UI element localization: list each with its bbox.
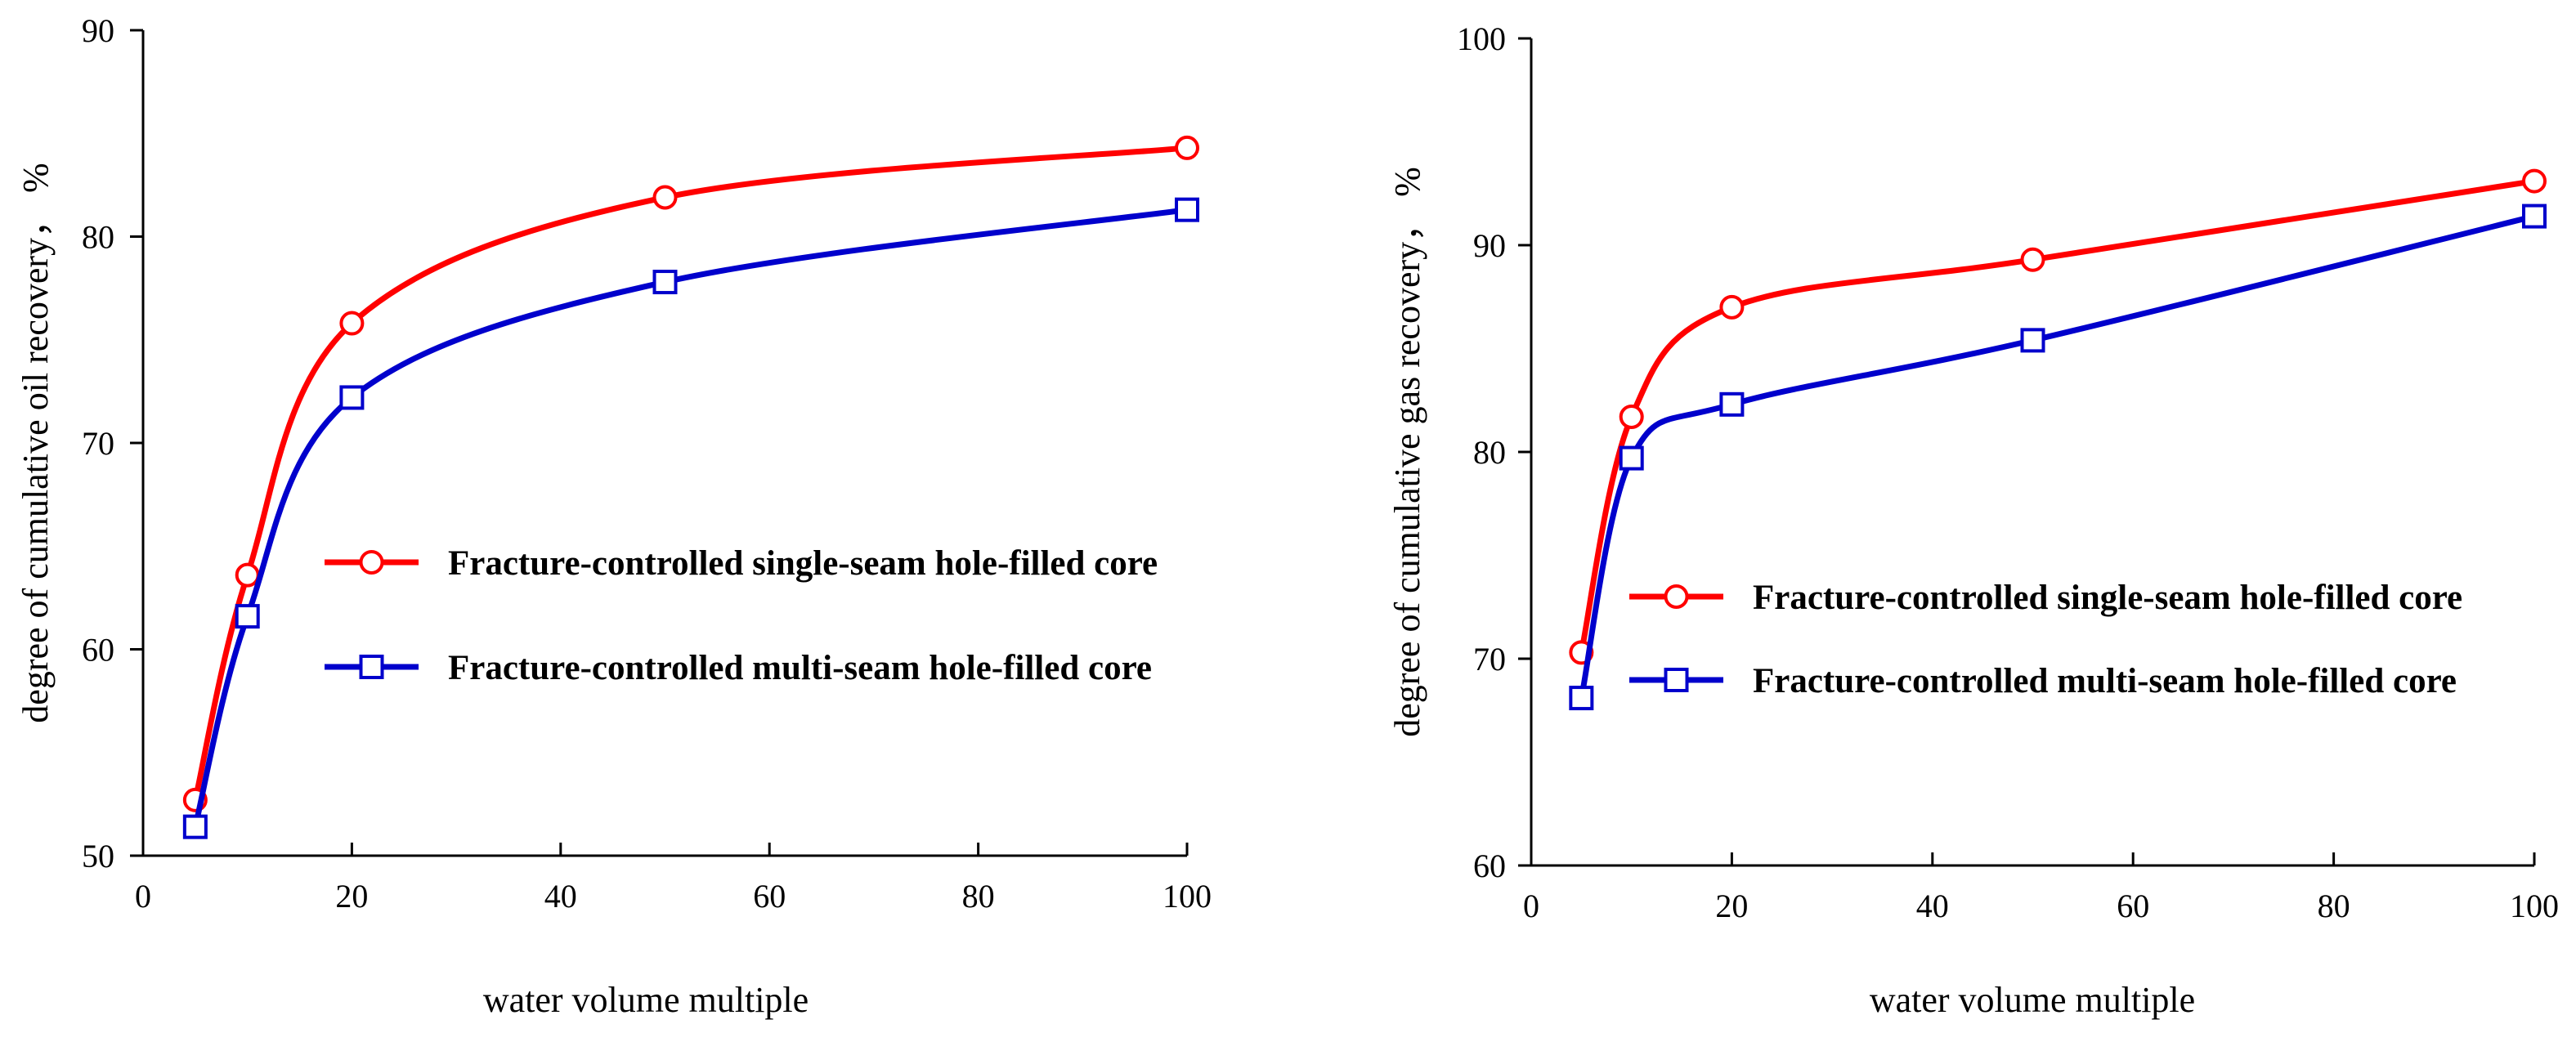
chart-1-series-1-line (1578, 213, 2538, 701)
chart-1-series-0-point (2020, 247, 2045, 272)
gas-recovery-chart: 60 70 80 90 100 0 20 40 60 80 100 water volume mult… (1387, 20, 2559, 1020)
chart-1-legend-label-0: Fracture-controlled single-seam hole-fil… (1753, 579, 2462, 617)
chart-0-series-1-point (652, 270, 678, 295)
chart-0-y-tick-label: 70 (82, 425, 114, 462)
chart-0-legend-marker-0 (359, 550, 384, 575)
oil-recovery-chart: 50 60 70 80 90 0 20 40 60 80 100 water volume multi… (16, 12, 1212, 1020)
chart-1-x-tick-label: 20 (1715, 888, 1748, 924)
chart-0-series-0-point (339, 311, 365, 336)
chart-0-x-tick-label: 20 (335, 878, 368, 915)
chart-0-x-tick-label: 100 (1163, 878, 1212, 915)
chart-1-series-1-point (2020, 328, 2045, 353)
chart-1-series-1-point (2522, 203, 2547, 229)
chart-0-y-tick-label: 80 (82, 219, 114, 256)
chart-0-series-1-point (235, 604, 260, 629)
chart-1-x-tick-label: 60 (2117, 888, 2149, 924)
chart-1-y-tick-label: 70 (1473, 641, 1506, 678)
chart-1-series-0-point (2522, 168, 2547, 194)
chart-0-y-tick-label: 50 (82, 838, 114, 874)
chart-0-legend-marker-1 (359, 655, 384, 679)
chart-1-legend-label-1: Fracture-controlled multi-seam hole-fill… (1753, 662, 2457, 700)
chart-0-x-tick-label: 60 (753, 878, 786, 915)
chart-0-y-tick-label: 90 (82, 12, 114, 49)
chart-1-series-0-point (1619, 404, 1644, 429)
chart-1-x-tick-label: 0 (1523, 888, 1539, 924)
chart-0-series-1-point (182, 814, 208, 839)
chart-0-series-0-point (652, 185, 678, 210)
chart-1-x-tick-label: 80 (2318, 888, 2350, 924)
chart-0-x-tick-label: 80 (962, 878, 995, 915)
chart-0-legend-label-1: Fracture-controlled multi-seam hole-fill… (448, 649, 1152, 687)
chart-0-y-axis-title: degree of cumulative oil recovery， % (16, 163, 56, 722)
chart-1-y-tick-label: 60 (1473, 848, 1506, 884)
chart-0-series-0-point (235, 562, 260, 588)
chart-0-y-tick-label: 60 (82, 632, 114, 669)
chart-0-series-1-point (339, 385, 365, 410)
chart-1-legend-marker-0 (1664, 584, 1689, 609)
chart-1-y-axis-title: degree of cumulative gas recovery， % (1387, 167, 1427, 737)
chart-0-series-0-point (1175, 135, 1199, 160)
chart-1-y-tick-label: 80 (1473, 434, 1506, 471)
chart-1-series-1-point (1619, 445, 1644, 471)
chart-1-y-tick-label: 100 (1457, 20, 1506, 57)
chart-0-x-tick-label: 40 (544, 878, 577, 915)
chart-1-y-tick-label: 90 (1473, 227, 1506, 264)
chart-0-legend-label-0: Fracture-controlled single-seam hole-fil… (448, 544, 1158, 583)
chart-1-x-tick-label: 40 (1916, 888, 1949, 924)
chart-0-series-1-line (192, 207, 1190, 830)
chart-0-x-tick-label: 0 (135, 878, 151, 915)
chart-1-series-1-point (1719, 391, 1745, 417)
chart-1-series-1-point (1569, 686, 1594, 711)
chart-0-x-axis-title: water volume multiple (483, 980, 809, 1020)
chart-0-series-1-point (1175, 197, 1199, 222)
chart-1-series-0-point (1719, 294, 1745, 320)
chart-0-series-0-line (192, 145, 1190, 803)
chart-1-x-axis-title: water volume multiple (1870, 980, 2195, 1020)
chart-1-legend-marker-1 (1664, 668, 1689, 692)
chart-1-x-tick-label: 100 (2510, 888, 2559, 924)
chart-1-series-0-line (1578, 178, 2538, 655)
